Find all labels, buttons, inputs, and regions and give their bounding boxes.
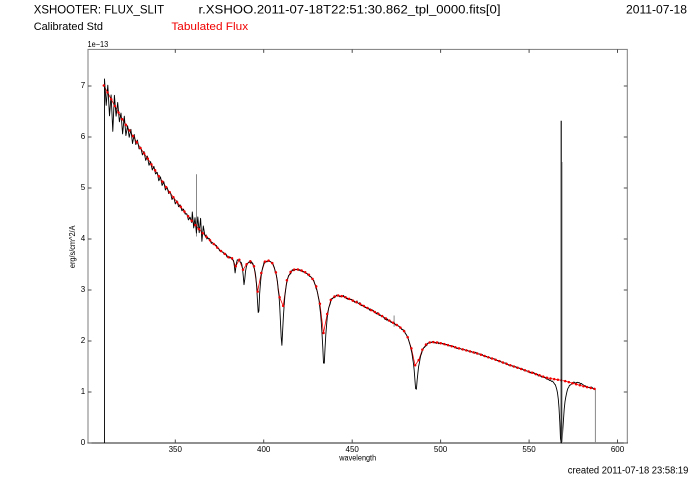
svg-text:Calibrated Std: Calibrated Std <box>34 21 103 33</box>
svg-text:1e−13: 1e−13 <box>88 40 109 49</box>
svg-text:1: 1 <box>81 387 86 396</box>
svg-text:500: 500 <box>434 445 448 454</box>
svg-text:350: 350 <box>169 445 183 454</box>
svg-text:2: 2 <box>81 336 86 345</box>
svg-text:400: 400 <box>257 445 271 454</box>
svg-text:450: 450 <box>346 445 360 454</box>
svg-text:r.XSHOO.2011-07-18T22:51:30.86: r.XSHOO.2011-07-18T22:51:30.862_tpl_0000… <box>199 4 501 16</box>
svg-text:7: 7 <box>81 81 86 90</box>
svg-text:erg/s/cm^2/A: erg/s/cm^2/A <box>68 225 77 268</box>
svg-text:XSHOOTER: FLUX_SLIT: XSHOOTER: FLUX_SLIT <box>34 4 164 16</box>
svg-text:5: 5 <box>81 183 86 192</box>
svg-text:created 2011-07-18 23:58:19: created 2011-07-18 23:58:19 <box>568 465 689 476</box>
svg-text:6: 6 <box>81 132 86 141</box>
svg-text:2011-07-18: 2011-07-18 <box>626 4 687 16</box>
svg-text:Tabulated Flux: Tabulated Flux <box>171 21 248 33</box>
svg-text:600: 600 <box>611 445 625 454</box>
svg-text:550: 550 <box>522 445 536 454</box>
svg-text:0: 0 <box>81 438 86 447</box>
svg-text:wavelength: wavelength <box>338 453 376 462</box>
svg-text:3: 3 <box>81 285 86 294</box>
svg-text:4: 4 <box>81 234 86 243</box>
